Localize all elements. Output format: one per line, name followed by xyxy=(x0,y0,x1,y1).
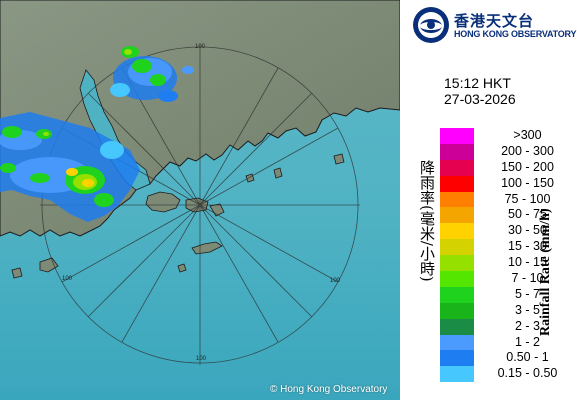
legend-row: 5 - 7 xyxy=(440,286,575,303)
range-ring-spoke xyxy=(87,92,201,206)
radar-map-svg: 100 100 100 100 xyxy=(0,0,400,400)
legend-swatch xyxy=(440,302,474,319)
observatory-logo: 香港天文台 HONG KONG OBSERVATORY xyxy=(412,6,577,44)
observation-date: 27-03-2026 xyxy=(444,91,516,107)
legend-swatch xyxy=(440,334,474,351)
range-ring-label: 100 xyxy=(330,278,341,284)
rain-echo-west xyxy=(0,112,140,222)
legend-row: 200 - 300 xyxy=(440,143,575,160)
radar-map: 100 100 100 100 xyxy=(0,0,400,400)
legend-swatch xyxy=(440,175,474,192)
legend-swatch xyxy=(440,350,474,367)
island xyxy=(39,257,59,273)
legend-swatch xyxy=(440,286,474,303)
legend-swatch xyxy=(440,128,474,144)
island xyxy=(11,267,23,279)
legend-swatch xyxy=(440,318,474,335)
legend-row: 100 - 150 xyxy=(440,175,575,192)
range-ring-label: 100 xyxy=(62,276,73,282)
copyright-text: © Hong Kong Observatory xyxy=(270,384,388,395)
island xyxy=(191,241,223,255)
legend-label: 5 - 7 xyxy=(514,286,540,301)
legend-label: 0.50 - 1 xyxy=(506,350,549,365)
observation-time: 15:12 HKT xyxy=(444,75,511,91)
legend-row: 3 - 5 xyxy=(440,302,575,319)
legend-label: 0.15 - 0.50 xyxy=(497,366,558,381)
range-ring-spoke xyxy=(199,204,313,318)
range-rings xyxy=(40,45,360,365)
legend-label: 1 - 2 xyxy=(514,334,540,349)
legend-label: >300 xyxy=(513,128,542,142)
legend-row: 1 - 2 xyxy=(440,334,575,351)
legend-label: 3 - 5 xyxy=(514,302,540,317)
range-ring-spoke xyxy=(61,204,201,283)
legend-swatch xyxy=(440,207,474,224)
legend-row: 10 - 15 xyxy=(440,255,575,272)
legend-label: 200 - 300 xyxy=(501,143,554,158)
range-ring-label: 100 xyxy=(196,356,207,362)
legend-swatch xyxy=(440,191,474,208)
range-ring-spoke xyxy=(121,204,201,343)
legend-row: 30 - 50 xyxy=(440,223,575,240)
info-panel: 香港天文台 HONG KONG OBSERVATORY 15:12 HKT 27… xyxy=(400,0,577,400)
legend-row: 0.50 - 1 xyxy=(440,350,575,367)
legend-label: 50 - 75 xyxy=(508,207,547,222)
legend-swatch xyxy=(440,271,474,287)
legend-title-english: Rainfall Rate (mm/h) xyxy=(538,208,553,336)
island xyxy=(273,167,283,179)
legend-label: 2 - 3 xyxy=(514,318,540,333)
legend-row: 2 - 3 xyxy=(440,318,575,335)
legend-row: 50 - 75 xyxy=(440,207,575,224)
legend-row: 7 - 10 xyxy=(440,271,575,287)
observatory-emblem-icon xyxy=(413,7,449,43)
legend-swatch xyxy=(440,223,474,240)
legend-label: 150 - 200 xyxy=(501,159,554,174)
range-ring-spoke xyxy=(199,204,279,343)
legend-label: 75 - 100 xyxy=(504,191,551,206)
legend-label: 7 - 10 xyxy=(511,271,544,286)
island xyxy=(333,153,345,165)
rainfall-legend: >300 200 - 300 150 - 200 100 - 150 75 - 100 5… xyxy=(440,128,575,383)
legend-label: 10 - 15 xyxy=(508,255,547,270)
legend-title-chinese: 降雨率(毫米/小時) xyxy=(418,160,436,282)
legend-label: 100 - 150 xyxy=(501,175,554,190)
rain-echo-north xyxy=(110,46,194,102)
range-ring-spoke xyxy=(199,92,313,206)
island xyxy=(177,263,187,273)
range-ring-spoke xyxy=(199,127,339,206)
legend-label: 15 - 30 xyxy=(508,239,547,254)
legend-swatch xyxy=(440,239,474,256)
legend-swatch xyxy=(440,366,474,383)
lantau-island xyxy=(145,191,181,213)
legend-label: 30 - 50 xyxy=(508,223,547,238)
legend-swatch xyxy=(440,255,474,272)
observatory-name-chinese: 香港天文台 xyxy=(454,12,535,30)
legend-row: 75 - 100 xyxy=(440,191,575,208)
legend-swatch xyxy=(440,143,474,160)
legend-row: 150 - 200 xyxy=(440,159,575,176)
legend-row: >300 xyxy=(440,128,575,144)
observatory-name-english: HONG KONG OBSERVATORY xyxy=(454,29,577,39)
legend-row: 0.15 - 0.50 xyxy=(440,366,575,383)
range-ring-spoke xyxy=(199,67,279,206)
legend-swatch xyxy=(440,159,474,176)
range-ring-spoke xyxy=(199,204,339,283)
range-ring-spoke xyxy=(87,204,201,318)
range-ring-label: 100 xyxy=(195,44,206,50)
legend-row: 15 - 30 xyxy=(440,239,575,256)
